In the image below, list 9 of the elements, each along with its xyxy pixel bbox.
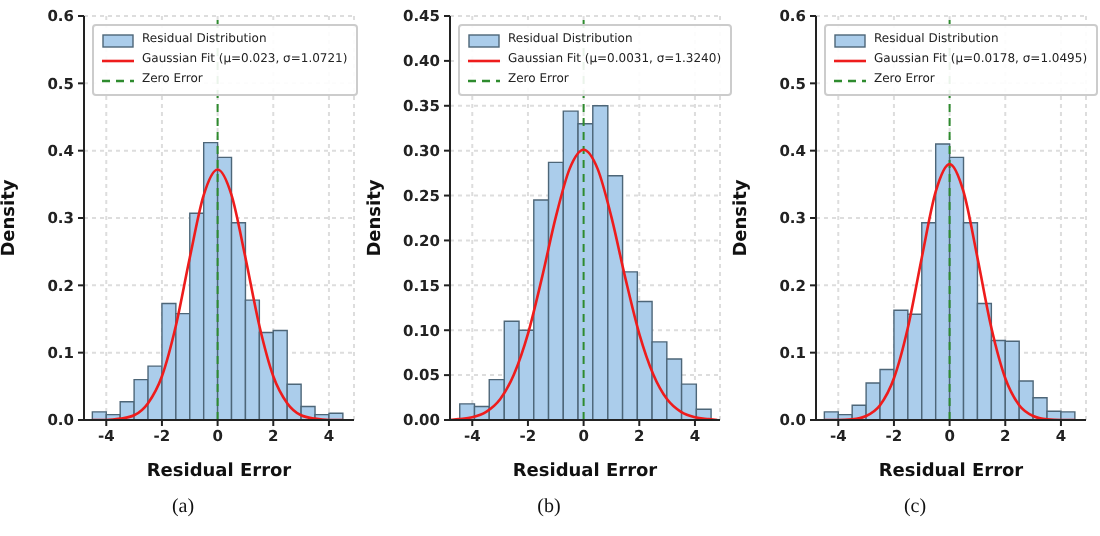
x-axis-title: Residual Error xyxy=(878,462,1025,482)
y-axis-title: Density xyxy=(0,179,21,257)
y-axis-title: Density xyxy=(366,179,387,257)
y-axis-title: Density xyxy=(732,179,753,257)
x-axis-title: Residual Error xyxy=(512,462,659,482)
text: (b) xyxy=(535,496,563,518)
text: (a) xyxy=(169,496,197,518)
text: (c) xyxy=(901,496,929,518)
x-axis-title: Residual Error xyxy=(146,462,293,482)
